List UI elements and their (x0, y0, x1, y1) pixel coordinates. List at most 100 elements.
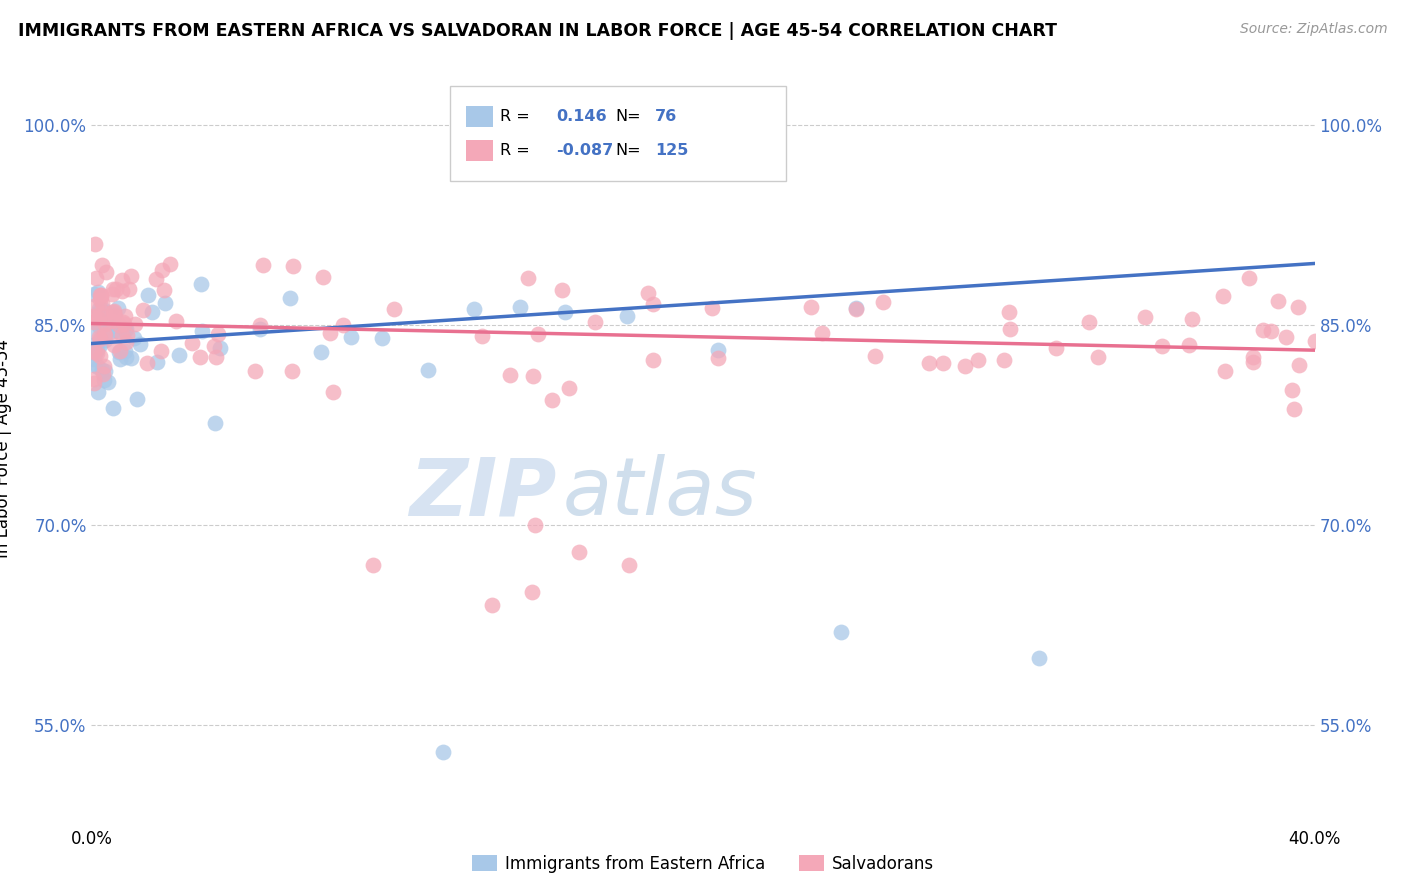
Text: Source: ZipAtlas.com: Source: ZipAtlas.com (1240, 22, 1388, 37)
Point (120, 351, 142, 365)
Point (1078, 315, 1101, 329)
Point (208, 341, 231, 355)
Point (111, 273, 134, 287)
Point (150, 262, 173, 277)
Point (637, 286, 659, 301)
Point (998, 305, 1021, 319)
Point (124, 317, 146, 331)
FancyBboxPatch shape (450, 87, 786, 181)
Point (583, 315, 606, 329)
Point (416, 363, 439, 377)
Point (101, 401, 124, 416)
Point (105, 282, 128, 296)
Point (117, 282, 139, 296)
Point (103, 338, 125, 352)
Point (312, 270, 335, 285)
Point (93, 306, 115, 320)
Point (249, 322, 271, 336)
Point (83, 358, 105, 372)
Point (707, 343, 730, 357)
Point (83, 372, 105, 386)
Point (89, 306, 111, 320)
Point (371, 330, 394, 344)
Point (89, 338, 111, 352)
Point (702, 301, 724, 315)
Point (125, 392, 148, 407)
Point (641, 297, 664, 311)
Point (190, 277, 212, 292)
Point (83, 345, 105, 359)
FancyBboxPatch shape (465, 106, 492, 128)
Point (1281, 384, 1303, 398)
Point (1000, 322, 1022, 336)
Point (128, 337, 150, 351)
Point (101, 324, 124, 338)
Point (1150, 339, 1173, 353)
Point (554, 305, 576, 319)
Point (281, 260, 304, 274)
Point (967, 353, 990, 368)
Point (114, 309, 136, 323)
Point (471, 328, 494, 343)
Y-axis label: In Labor Force | Age 45-54: In Labor Force | Age 45-54 (0, 339, 13, 558)
Point (1303, 334, 1326, 349)
Point (89, 331, 111, 345)
Point (243, 364, 266, 378)
Point (107, 301, 129, 316)
Legend: Immigrants from Eastern Africa, Salvadorans: Immigrants from Eastern Africa, Salvador… (465, 848, 941, 880)
Point (281, 364, 304, 378)
Point (190, 350, 212, 364)
Point (91, 363, 114, 377)
Point (89, 316, 111, 330)
Point (1178, 338, 1201, 352)
Point (1251, 323, 1274, 337)
Point (93, 363, 115, 377)
Point (1212, 289, 1234, 303)
Point (108, 344, 131, 359)
Point (112, 314, 135, 328)
Point (520, 584, 543, 599)
Point (863, 349, 886, 363)
Point (481, 598, 503, 612)
Point (132, 302, 155, 317)
FancyBboxPatch shape (465, 140, 492, 161)
Point (107, 318, 129, 333)
Point (463, 301, 485, 316)
Point (180, 335, 202, 350)
Point (252, 258, 274, 272)
Point (112, 322, 135, 336)
Point (509, 300, 531, 314)
Point (135, 356, 157, 370)
Point (83, 309, 105, 323)
Point (136, 287, 159, 301)
Point (114, 322, 136, 336)
Text: N=: N= (614, 143, 641, 158)
Point (87, 318, 110, 333)
Text: atlas: atlas (562, 454, 756, 533)
Point (332, 318, 354, 332)
Point (1133, 310, 1156, 324)
Point (114, 344, 136, 359)
Point (830, 624, 852, 639)
Point (953, 359, 976, 374)
Text: 0.146: 0.146 (557, 109, 607, 124)
Point (278, 291, 301, 305)
Point (1087, 351, 1109, 365)
Point (90, 287, 112, 301)
Point (153, 283, 176, 297)
Point (932, 355, 955, 369)
Point (1045, 341, 1067, 355)
Point (115, 350, 138, 364)
Point (83, 326, 105, 340)
Point (83, 337, 105, 351)
Point (84, 236, 107, 251)
Point (111, 328, 134, 343)
Point (83, 315, 105, 329)
Point (90, 258, 112, 272)
Point (86, 346, 108, 360)
Point (551, 283, 574, 297)
Point (87, 285, 110, 299)
Point (169, 348, 191, 362)
Point (93, 359, 115, 373)
Point (811, 326, 834, 340)
